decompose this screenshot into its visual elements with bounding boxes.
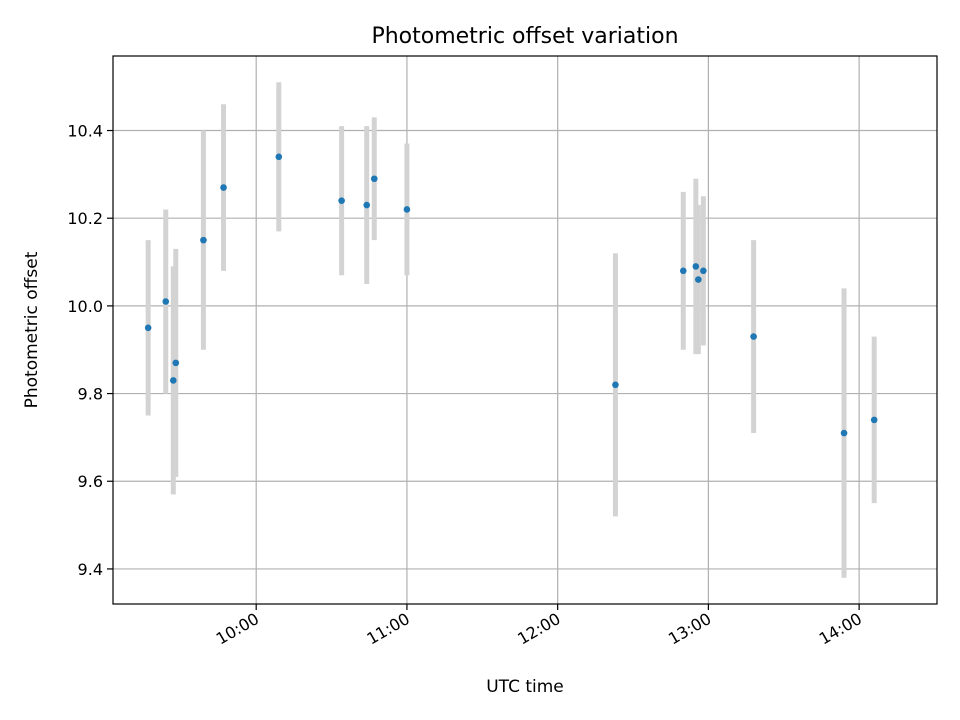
y-tick-label: 10.0 — [67, 297, 103, 316]
x-tick-label: 12:00 — [514, 609, 563, 649]
x-tick-label: 14:00 — [816, 609, 865, 649]
data-point — [220, 184, 227, 191]
data-point — [840, 429, 848, 437]
data-point — [679, 267, 687, 275]
plot-frame — [112, 55, 938, 605]
y-tick-label: 9.6 — [78, 472, 103, 491]
data-point — [338, 197, 345, 204]
y-tick-label: 9.8 — [78, 385, 103, 404]
data-point — [403, 206, 411, 213]
grid-lines — [113, 56, 937, 604]
data-point — [172, 359, 180, 367]
data-point — [363, 201, 371, 209]
y-axis-label: Photometric offset — [22, 251, 42, 408]
x-tick-label: 10:00 — [213, 609, 262, 649]
data-points — [144, 153, 878, 437]
x-tick-label: 11:00 — [363, 609, 412, 649]
data-point — [275, 153, 283, 161]
y-tick-label: 9.4 — [78, 560, 103, 579]
data-point — [700, 267, 707, 275]
error-bars — [145, 82, 877, 578]
data-point — [612, 381, 619, 389]
y-tick-labels: 9.4 9.6 9.8 10.0 10.2 10.4 — [67, 122, 103, 579]
x-axis-label: UTC time — [486, 677, 564, 697]
y-tick-label: 10.2 — [67, 209, 103, 228]
x-tick-label: 13:00 — [665, 609, 714, 649]
data-point — [695, 276, 702, 283]
y-tick-label: 10.4 — [67, 122, 103, 141]
data-point — [169, 377, 177, 384]
chart-title: Photometric offset variation — [371, 24, 678, 49]
data-point — [200, 236, 207, 244]
data-point — [144, 324, 152, 332]
data-point — [870, 416, 878, 424]
tick-marks — [107, 129, 860, 610]
data-point — [162, 298, 170, 305]
data-point — [692, 263, 700, 270]
data-point — [370, 175, 378, 183]
data-point — [750, 333, 757, 340]
x-tick-labels: 10:00 11:00 12:00 13:00 14:00 — [213, 609, 865, 649]
